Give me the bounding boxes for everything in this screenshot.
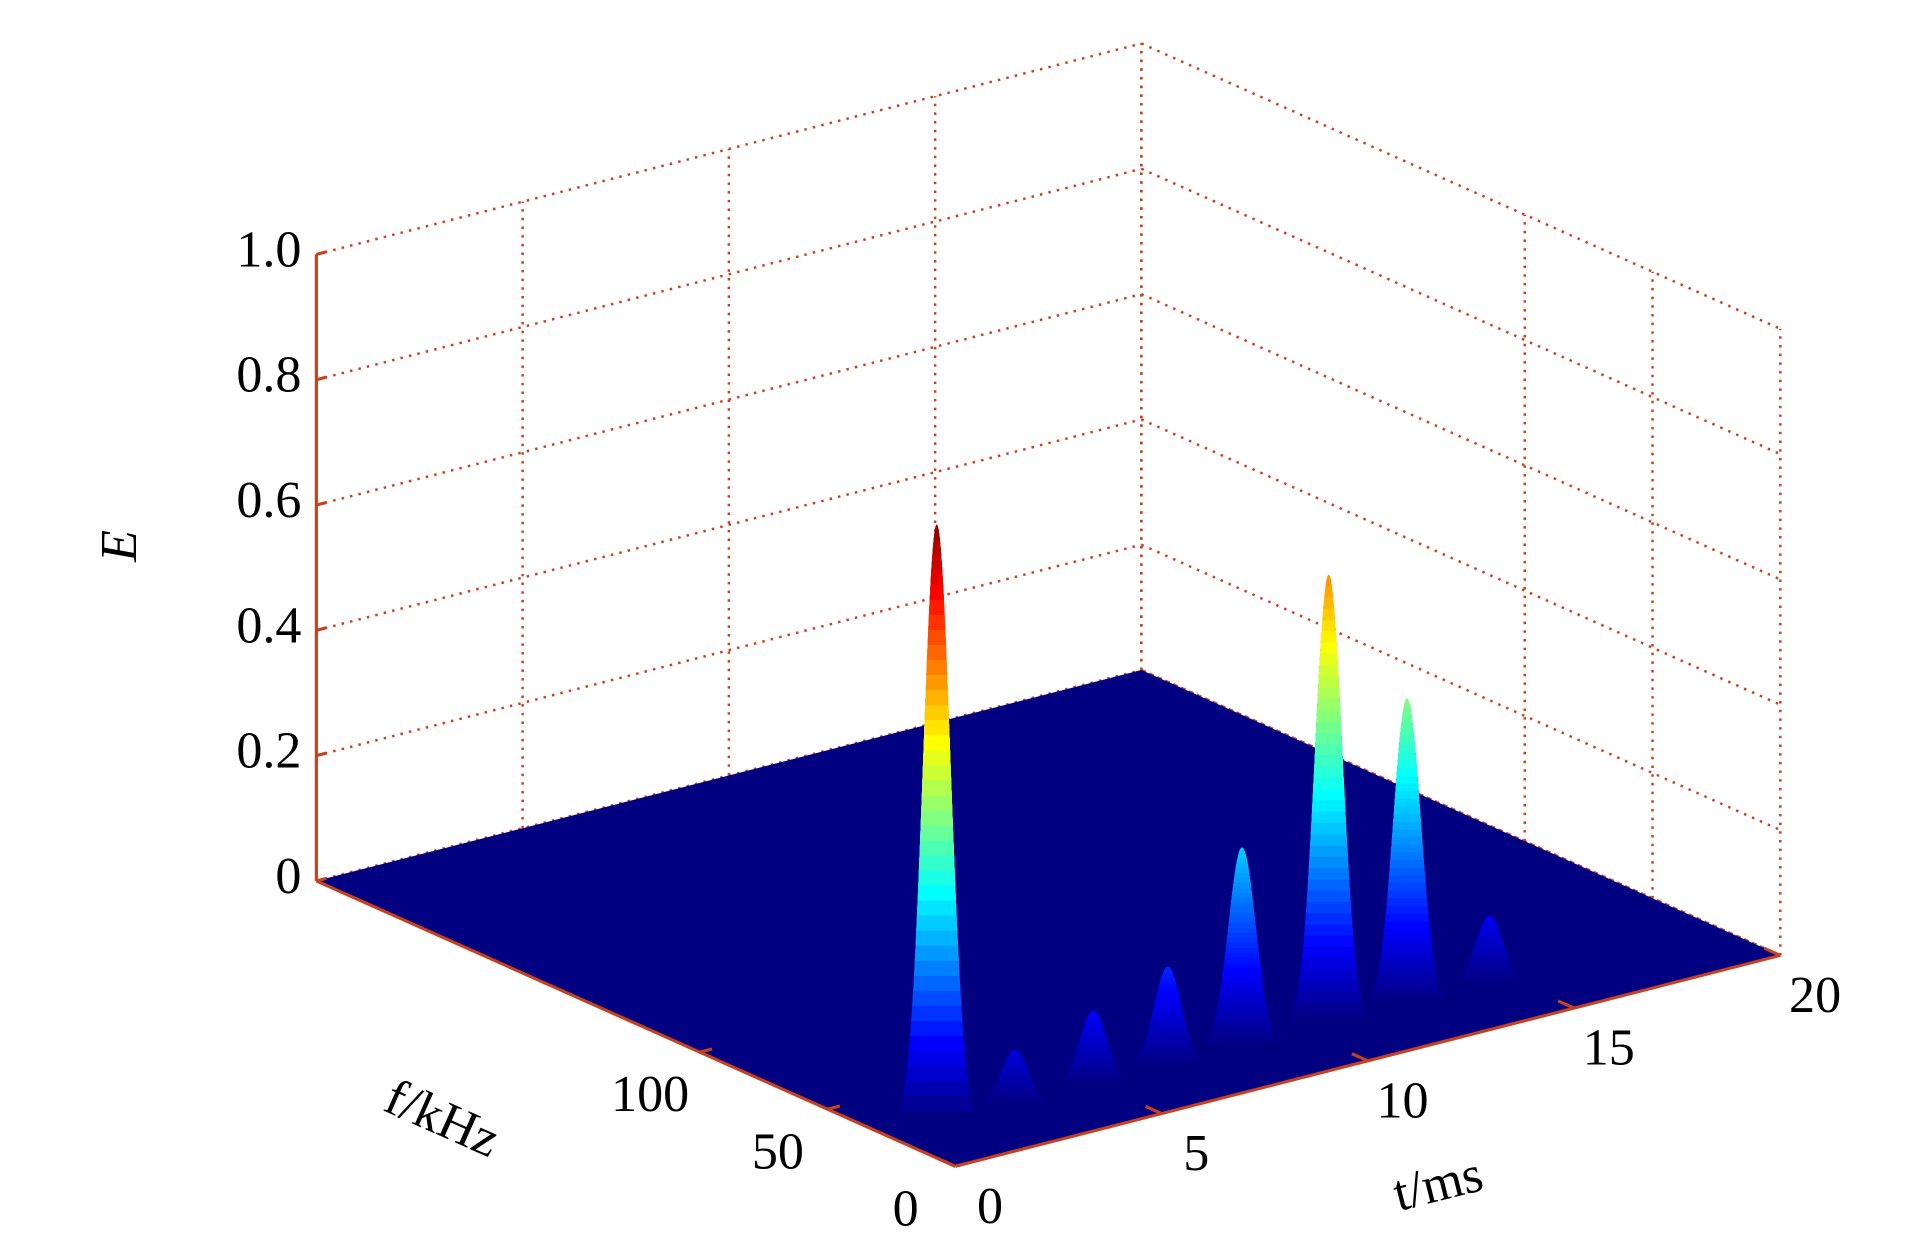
peak-band bbox=[1486, 915, 1493, 918]
z-tick bbox=[315, 375, 327, 382]
peak-band bbox=[1325, 574, 1332, 587]
y-tick bbox=[827, 1104, 841, 1111]
z-tick bbox=[315, 876, 327, 883]
peak-band bbox=[1012, 1049, 1019, 1052]
grid-line bbox=[1140, 167, 1781, 456]
x-tick-label: 5 bbox=[1183, 1125, 1209, 1182]
grid-line bbox=[316, 418, 1142, 632]
z-tick bbox=[315, 626, 327, 632]
grid-line bbox=[1140, 668, 1781, 957]
grid-line bbox=[316, 167, 1142, 381]
peak bbox=[1287, 574, 1370, 1026]
peak-band bbox=[1403, 698, 1411, 707]
z-tick-label: 1.0 bbox=[236, 221, 301, 278]
z-tick bbox=[315, 751, 327, 758]
y-axis bbox=[315, 879, 956, 1168]
y-tick bbox=[954, 1161, 969, 1168]
z-tick-label: 0.2 bbox=[236, 723, 301, 780]
x-tick-label: 15 bbox=[1583, 1020, 1635, 1077]
peak bbox=[895, 524, 978, 1127]
peak bbox=[974, 1049, 1057, 1107]
x-tick bbox=[1144, 1105, 1163, 1115]
peak bbox=[1126, 966, 1209, 1068]
peaks-layer bbox=[895, 524, 1531, 1127]
x-tick bbox=[1763, 946, 1781, 957]
grid-line bbox=[1140, 42, 1781, 330]
x-tick bbox=[1557, 999, 1575, 1010]
peak-band bbox=[1238, 847, 1246, 853]
peak bbox=[1448, 915, 1531, 985]
z-tick-label: 0.6 bbox=[236, 472, 301, 529]
x-tick-label: 20 bbox=[1789, 967, 1841, 1024]
z-tick-label: 0.4 bbox=[236, 597, 301, 654]
z-tick bbox=[315, 500, 327, 507]
peak-band bbox=[1164, 966, 1171, 970]
peak bbox=[1201, 847, 1283, 1049]
z-tick bbox=[315, 250, 327, 256]
z-tick-label: 0.8 bbox=[236, 347, 301, 404]
grid-line bbox=[316, 42, 1142, 256]
grid-line bbox=[1140, 543, 1781, 832]
peak bbox=[1052, 1010, 1135, 1087]
x-tick-label: 10 bbox=[1377, 1072, 1429, 1129]
z-tick-label: 0 bbox=[275, 848, 301, 905]
y-tick-label: 100 bbox=[611, 1066, 689, 1123]
grid-line bbox=[1140, 292, 1781, 581]
grid-line bbox=[316, 543, 1142, 757]
peak-band bbox=[1090, 1010, 1097, 1013]
z-axis-label: E bbox=[91, 530, 148, 563]
grid-line bbox=[316, 292, 1142, 507]
peak-band bbox=[933, 524, 940, 540]
peak-band bbox=[1324, 574, 1334, 598]
y-tick-label: 50 bbox=[752, 1123, 804, 1180]
x-tick-label: 0 bbox=[977, 1178, 1003, 1235]
y-tick-label: 0 bbox=[893, 1180, 919, 1237]
axes-layer: 0 0.2 0.4 0.6 0.8 1.0 0 50 100 0 5 10 15 20 bbox=[236, 221, 1841, 1237]
grid-line bbox=[1140, 418, 1781, 706]
x-tick bbox=[1351, 1052, 1369, 1063]
x-tick bbox=[938, 1157, 956, 1168]
peak bbox=[1366, 698, 1448, 1006]
y-tick bbox=[699, 1047, 713, 1054]
